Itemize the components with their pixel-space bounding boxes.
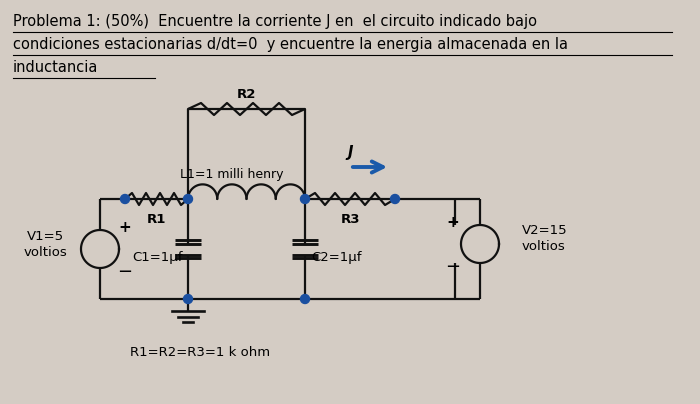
Text: −: − bbox=[445, 258, 461, 276]
Text: C2=1μf: C2=1μf bbox=[312, 250, 363, 263]
Circle shape bbox=[120, 194, 130, 204]
Text: −: − bbox=[118, 263, 132, 281]
Text: R1=R2=R3=1 k ohm: R1=R2=R3=1 k ohm bbox=[130, 345, 270, 358]
Text: R3: R3 bbox=[340, 213, 360, 226]
Text: V2=15
voltios: V2=15 voltios bbox=[522, 225, 568, 253]
Circle shape bbox=[300, 194, 309, 204]
Text: V1=5
voltios: V1=5 voltios bbox=[23, 229, 67, 259]
Text: +: + bbox=[447, 215, 459, 229]
Text: R1: R1 bbox=[147, 213, 166, 226]
Text: R2: R2 bbox=[237, 88, 256, 101]
Circle shape bbox=[391, 194, 400, 204]
Text: C1=1μf: C1=1μf bbox=[133, 250, 183, 263]
Circle shape bbox=[183, 194, 192, 204]
Text: +: + bbox=[118, 219, 132, 234]
Text: inductancia: inductancia bbox=[13, 60, 99, 75]
Circle shape bbox=[183, 295, 192, 303]
Text: condiciones estacionarias d/dt=0  y encuentre la energia almacenada en la: condiciones estacionarias d/dt=0 y encue… bbox=[13, 37, 568, 52]
Text: J: J bbox=[347, 145, 353, 160]
Text: L1=1 milli henry: L1=1 milli henry bbox=[180, 168, 284, 181]
Text: Problema 1: (50%)  Encuentre la corriente J en  el circuito indicado bajo: Problema 1: (50%) Encuentre la corriente… bbox=[13, 14, 537, 29]
Circle shape bbox=[300, 295, 309, 303]
